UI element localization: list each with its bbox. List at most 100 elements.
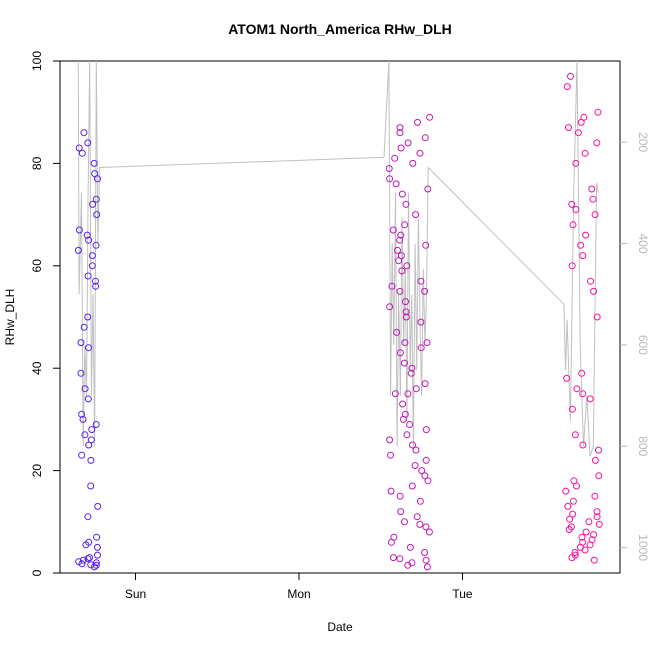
data-point (93, 533, 101, 541)
y2-tick-label: 1000 (636, 534, 650, 561)
data-point (92, 421, 100, 428)
data-point (569, 221, 577, 229)
data-point (401, 339, 409, 347)
data-point (402, 200, 410, 208)
x-tick-label: Sun (125, 587, 146, 601)
data-point (386, 436, 394, 444)
data-point (579, 538, 587, 546)
data-point (84, 395, 92, 403)
x-axis-label: Date (327, 620, 353, 634)
y-axis: 0 20 40 60 80 100 (30, 51, 60, 576)
data-point (78, 410, 86, 418)
data-point (579, 390, 587, 398)
y2-tick-label: 200 (636, 132, 650, 152)
data-point (564, 502, 572, 510)
data-point (562, 487, 570, 495)
data-point (411, 462, 419, 469)
data-point (563, 83, 571, 91)
data-point (391, 390, 399, 398)
data-point (389, 226, 397, 234)
data-point (566, 515, 574, 523)
data-point (572, 159, 580, 167)
data-point (79, 556, 87, 564)
data-point (77, 339, 85, 347)
data-point (87, 482, 95, 490)
data-point (386, 303, 394, 311)
data-point (86, 554, 93, 562)
data-point (595, 472, 603, 480)
data-point (396, 555, 404, 563)
y-tick-label: 0 (30, 569, 44, 576)
data-point (408, 364, 416, 372)
data-point (84, 139, 92, 147)
data-point (421, 472, 429, 480)
data-point (402, 298, 409, 306)
data-point (80, 323, 88, 331)
data-point (81, 431, 89, 439)
data-point (92, 282, 100, 290)
plot-frame (59, 60, 621, 574)
data-point (88, 262, 96, 270)
data-point (585, 518, 593, 526)
data-point (422, 523, 430, 531)
data-point (591, 211, 599, 219)
data-point (80, 129, 88, 137)
data-point (84, 513, 92, 521)
data-point (89, 200, 97, 208)
y-tick-label: 100 (30, 51, 44, 71)
data-point (422, 241, 430, 249)
data-point (396, 129, 404, 137)
data-point (412, 211, 420, 219)
data-point (397, 508, 405, 516)
data-point (421, 287, 429, 295)
y2-tick-label: 400 (636, 233, 650, 253)
data-point (83, 231, 91, 239)
y-tick-label: 20 (30, 464, 44, 478)
data-point (572, 206, 580, 213)
data-point (78, 451, 86, 459)
data-point (591, 492, 599, 500)
data-point (568, 200, 576, 208)
x-tick-label: Tue (452, 587, 473, 601)
data-point (94, 502, 102, 510)
data-point (401, 221, 409, 229)
data-point (93, 211, 101, 219)
data-point (578, 533, 586, 541)
data-point (77, 369, 85, 377)
data-point (594, 108, 602, 116)
data-point (88, 252, 96, 260)
data-point (389, 554, 397, 562)
data-point (402, 308, 410, 316)
data-point (417, 318, 425, 326)
data-point (418, 467, 426, 475)
data-point (591, 456, 599, 464)
data-point (421, 380, 429, 388)
data-point (401, 410, 409, 418)
data-point (94, 551, 101, 559)
data-point (397, 231, 405, 239)
data-point (593, 139, 601, 147)
y-axis-label: RHw_DLH (3, 289, 17, 346)
data-point (421, 549, 429, 556)
data-point (408, 482, 416, 490)
data-point (390, 533, 398, 541)
data-point (573, 385, 581, 393)
data-point (84, 313, 92, 321)
data-point (75, 226, 83, 234)
data-point (587, 277, 595, 285)
data-point (404, 139, 412, 147)
y-tick-label: 60 (30, 259, 44, 273)
data-point (589, 195, 597, 203)
data-point (91, 170, 99, 178)
data-point (413, 513, 421, 521)
data-point (388, 282, 396, 290)
data-point (385, 165, 393, 172)
data-point (593, 513, 601, 521)
data-point (582, 528, 590, 536)
data-point (426, 113, 434, 121)
data-point (579, 252, 587, 260)
data-point (398, 190, 406, 198)
data-point (571, 431, 579, 439)
data-point (94, 175, 101, 183)
data-point (397, 252, 405, 260)
